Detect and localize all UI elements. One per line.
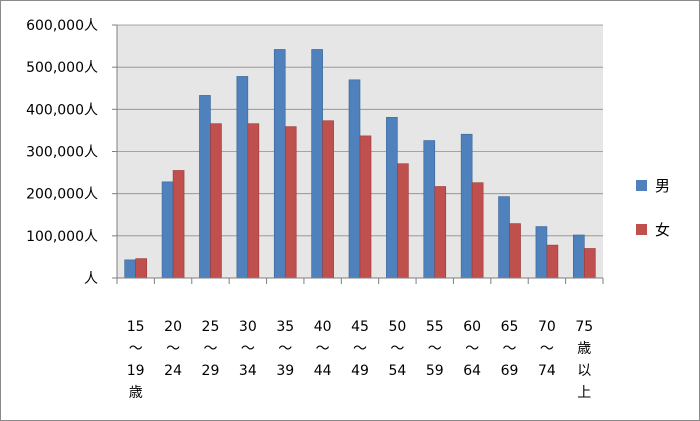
x-tick-label-line: 30 bbox=[239, 319, 257, 335]
y-tick-label: 400,000人 bbox=[26, 102, 98, 118]
bar-female bbox=[172, 170, 185, 279]
x-tick-label: 15 ～ 19 歳 bbox=[127, 319, 145, 401]
x-tick-label-line: 74 bbox=[538, 363, 556, 379]
y-tick-label: 人 bbox=[84, 271, 98, 287]
x-axis-ticks: 15～19歳20～2425～2930～3435～3940～4445～4950～5… bbox=[127, 319, 593, 401]
x-tick-label: 30 ～ 34 bbox=[239, 319, 257, 379]
bar-male bbox=[423, 140, 436, 279]
x-tick-label: 25 ～ 29 bbox=[202, 319, 220, 379]
bar-female bbox=[322, 120, 334, 279]
x-tick-label-line: 24 bbox=[164, 363, 182, 379]
x-tick-label-line: ～ bbox=[278, 341, 292, 357]
axes bbox=[112, 24, 604, 284]
x-tick-label-line: 上 bbox=[577, 385, 591, 401]
bar-male bbox=[161, 181, 174, 279]
x-tick-label-line: ～ bbox=[465, 341, 479, 357]
x-tick-label-line: 19 bbox=[127, 363, 145, 379]
bar-female bbox=[359, 135, 372, 279]
x-tick-label-line: 45 bbox=[351, 319, 369, 335]
bar-female bbox=[471, 182, 484, 279]
bar-female bbox=[434, 186, 447, 279]
x-tick-label-line: 25 bbox=[202, 319, 220, 335]
y-tick-label: 600,000人 bbox=[26, 18, 98, 34]
legend-swatch bbox=[636, 180, 647, 191]
bar-male bbox=[535, 226, 548, 279]
bar-male bbox=[236, 76, 249, 279]
bar-female bbox=[284, 126, 297, 279]
x-tick-label-line: ～ bbox=[203, 341, 217, 357]
x-tick-label: 65 ～ 69 bbox=[501, 319, 519, 379]
x-tick-label-line: ～ bbox=[540, 341, 554, 357]
bar-male bbox=[199, 95, 211, 279]
x-tick-label: 60 ～ 64 bbox=[463, 319, 481, 379]
bar-male bbox=[573, 234, 585, 279]
x-tick-label-line: 39 bbox=[276, 363, 294, 379]
x-tick-label-line: 44 bbox=[314, 363, 332, 379]
x-tick-label-line: ～ bbox=[129, 341, 143, 357]
x-tick-label: 45 ～ 49 bbox=[351, 319, 369, 379]
bar-male bbox=[311, 49, 323, 279]
x-tick-label-line: ～ bbox=[241, 341, 255, 357]
bar-male bbox=[348, 79, 361, 279]
x-tick-label-line: 40 bbox=[314, 319, 332, 335]
x-tick-label-line: 64 bbox=[463, 363, 481, 379]
x-tick-label-line: 35 bbox=[276, 319, 294, 335]
x-tick-label-line: 55 bbox=[426, 319, 444, 335]
x-tick-label: 70 ～ 74 bbox=[538, 319, 556, 379]
x-tick-label: 35 ～ 39 bbox=[276, 319, 294, 379]
x-tick-label-line: 69 bbox=[501, 363, 519, 379]
x-tick-label-line: 75 bbox=[575, 319, 593, 335]
y-tick-label: 200,000人 bbox=[26, 187, 98, 203]
x-tick-label-line: 歳 bbox=[577, 341, 591, 357]
bar-female bbox=[546, 244, 559, 279]
x-tick-label-line: 50 bbox=[388, 319, 406, 335]
bar-female bbox=[247, 123, 260, 279]
x-tick-label-line: 歳 bbox=[129, 385, 143, 401]
bar-male bbox=[273, 49, 286, 279]
x-tick-label-line: ～ bbox=[503, 341, 517, 357]
bar-female bbox=[397, 163, 409, 279]
x-tick-label-line: 49 bbox=[351, 363, 369, 379]
bar-male bbox=[386, 117, 398, 279]
bar-female bbox=[509, 223, 521, 279]
x-tick-label-line: ～ bbox=[166, 341, 180, 357]
y-tick-label: 300,000人 bbox=[26, 145, 98, 161]
x-tick-label: 75 歳以上 bbox=[575, 319, 593, 401]
x-tick-label-line: 54 bbox=[388, 363, 406, 379]
x-tick-label: 40 ～ 44 bbox=[314, 319, 332, 379]
legend-label: 男 bbox=[655, 177, 670, 195]
bars bbox=[124, 49, 596, 279]
bar-male bbox=[498, 196, 510, 279]
x-tick-label: 55 ～ 59 bbox=[426, 319, 444, 379]
x-tick-label-line: 15 bbox=[127, 319, 145, 335]
x-tick-label: 50 ～ 54 bbox=[388, 319, 406, 379]
x-tick-label-line: 34 bbox=[239, 363, 257, 379]
x-tick-label-line: ～ bbox=[428, 341, 442, 357]
x-tick-label-line: ～ bbox=[390, 341, 404, 357]
x-tick-label-line: 59 bbox=[426, 363, 444, 379]
y-axis-ticks: 人 100,000人 200,000人 300,000人 400,000人 500,000… bbox=[26, 18, 98, 287]
y-tick-label: 500,000人 bbox=[26, 60, 98, 76]
x-tick-label-line: 70 bbox=[538, 319, 556, 335]
legend: 男女 bbox=[636, 177, 670, 239]
bar-female bbox=[135, 258, 147, 279]
x-tick-label-line: 65 bbox=[501, 319, 519, 335]
bar-female bbox=[210, 123, 222, 279]
x-tick-label-line: 29 bbox=[202, 363, 220, 379]
x-tick-label-line: 60 bbox=[463, 319, 481, 335]
x-tick-label: 20 ～ 24 bbox=[164, 319, 182, 379]
x-tick-label-line: ～ bbox=[316, 341, 330, 357]
bar-female bbox=[584, 248, 596, 279]
bar-male bbox=[460, 133, 473, 279]
legend-swatch bbox=[636, 224, 647, 235]
x-tick-label-line: ～ bbox=[353, 341, 367, 357]
legend-label: 女 bbox=[655, 221, 670, 239]
x-tick-label-line: 以 bbox=[577, 363, 591, 379]
x-tick-label-line: 20 bbox=[164, 319, 182, 335]
y-tick-label: 100,000人 bbox=[26, 229, 98, 245]
bar-male bbox=[124, 259, 136, 279]
